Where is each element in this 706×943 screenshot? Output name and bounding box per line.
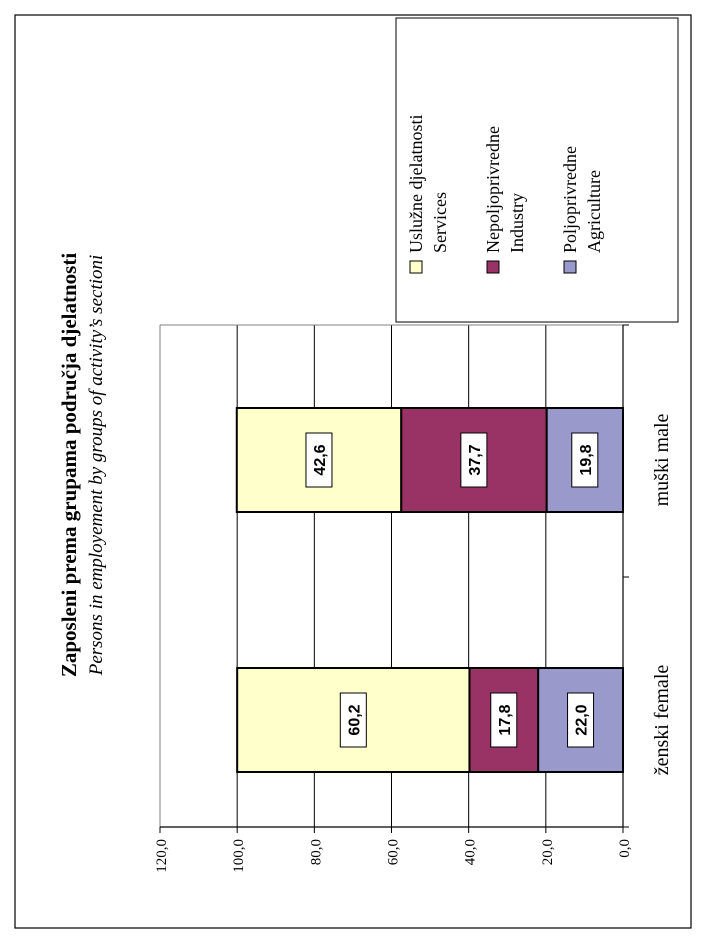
- y-tick-label: 20,0: [540, 839, 556, 865]
- y-tick-label: 40,0: [463, 839, 479, 865]
- legend-swatch: [486, 260, 500, 274]
- data-label-box: [567, 692, 595, 748]
- bars: 22,0 17,8 60,2 19,8 37,7 42,6: [235, 407, 624, 773]
- category-labels: ženski female muški male: [651, 413, 673, 775]
- legend-label-en: Industry: [507, 193, 527, 253]
- data-label-box: [490, 692, 518, 748]
- legend-box: [395, 17, 679, 323]
- legend-label: Nepoljoprivredne: [483, 126, 503, 253]
- y-tick-label: 60,0: [386, 839, 402, 865]
- data-label: 19,8: [578, 444, 595, 475]
- legend-label-en: Services: [430, 192, 450, 253]
- y-tick-labels: 0,0 20,0 40,0 60,0 80,0 100,0 120,0: [154, 839, 633, 873]
- legend-label: Uslužne djelatnosti: [406, 115, 426, 253]
- y-tick-label: 80,0: [308, 839, 324, 865]
- bar-segment: [468, 667, 540, 773]
- chart-title: Zaposleni prema grupama područja djelatn…: [57, 253, 81, 677]
- legend: Uslužne djelatnosti Services Nepoljoprivre…: [395, 17, 679, 323]
- legend-label: Poljoprivredne: [560, 146, 580, 253]
- y-tick-label: 120,0: [154, 839, 170, 873]
- category-label: muški male: [651, 413, 673, 506]
- legend-swatch: [563, 260, 577, 274]
- plot-area: 22,0 17,8 60,2 19,8 37,7 42,6 0,0 20,0 40,0 60,0…: [154, 324, 673, 873]
- legend-swatch: [409, 260, 423, 274]
- chart-title-group: Zaposleni prema grupama područja djelatn…: [57, 253, 107, 677]
- data-label: 42,6: [312, 444, 329, 475]
- data-label: 22,0: [574, 704, 591, 735]
- axes: [159, 324, 629, 833]
- y-tick-label: 100,0: [231, 839, 247, 873]
- data-label-box: [305, 432, 333, 488]
- data-label: 37,7: [467, 444, 484, 475]
- data-label: 60,2: [346, 704, 363, 735]
- data-label-box: [339, 692, 367, 748]
- y-tick-label: 0,0: [617, 839, 633, 858]
- data-label-box: [571, 432, 599, 488]
- legend-label-en: Agriculture: [584, 170, 604, 253]
- data-label: 17,8: [497, 704, 514, 735]
- chart-subtitle: Persons in employement by groups of acti…: [86, 255, 107, 677]
- category-label: ženski female: [651, 665, 673, 776]
- data-label-box: [460, 432, 488, 488]
